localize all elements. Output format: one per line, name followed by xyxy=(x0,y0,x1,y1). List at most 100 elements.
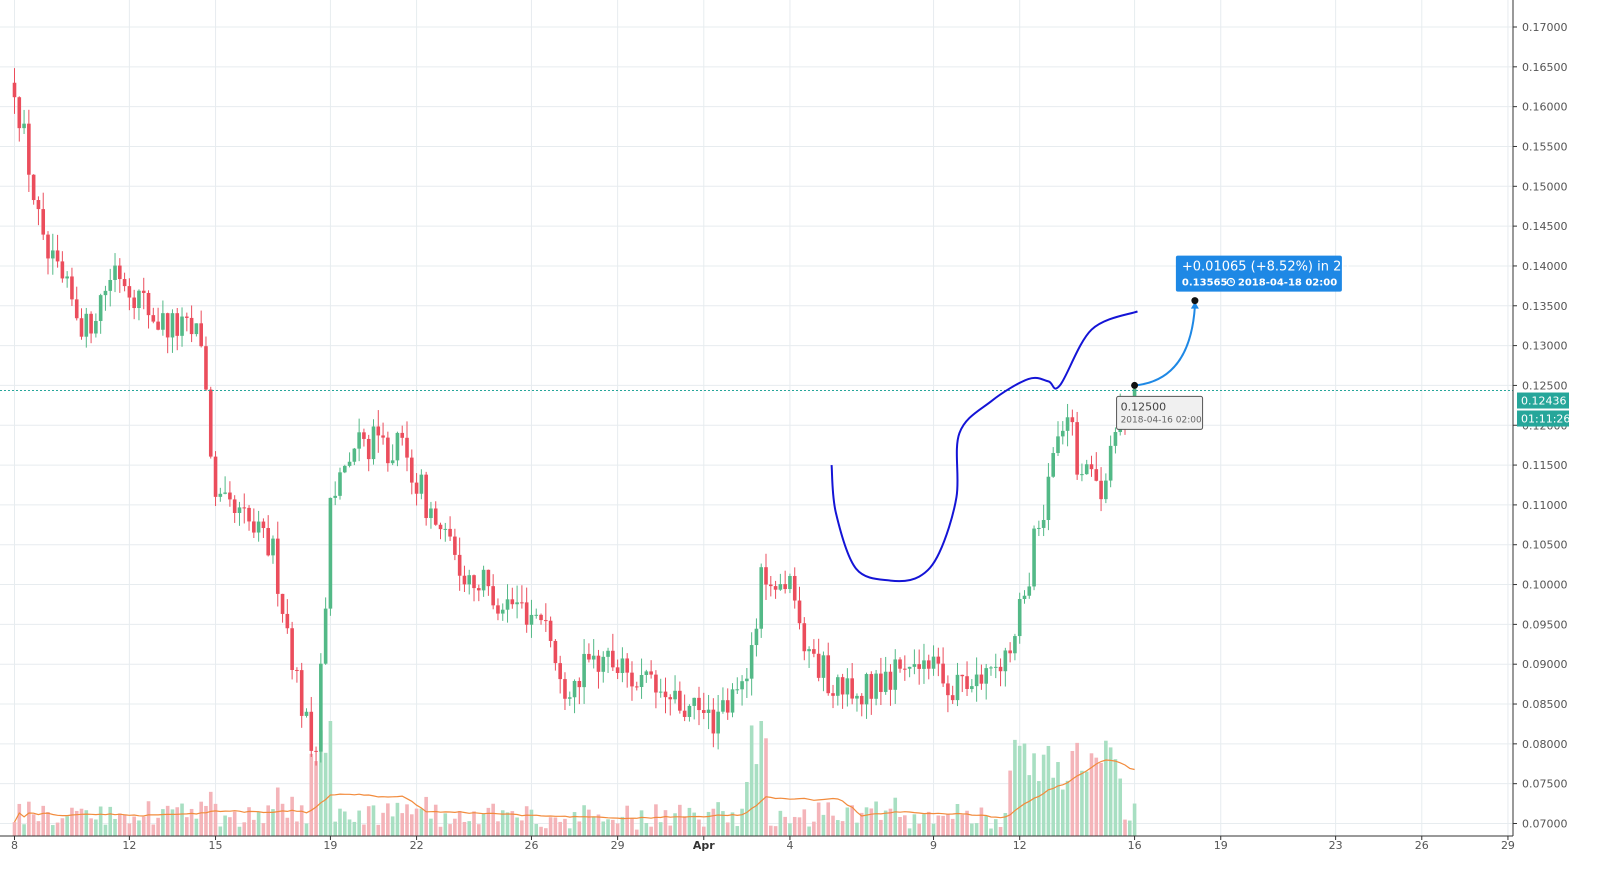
candle-body xyxy=(998,666,1003,672)
volume-bar xyxy=(611,819,615,836)
volume-bar xyxy=(572,812,577,836)
time-tick-label: 16 xyxy=(1128,839,1142,852)
volume-bar xyxy=(802,809,807,836)
volume-bar xyxy=(845,807,850,836)
candle-body xyxy=(510,599,515,605)
volume-bar xyxy=(290,796,294,836)
candle-body xyxy=(50,250,55,259)
anchor-dot[interactable] xyxy=(1131,381,1139,389)
candle-body xyxy=(280,593,285,614)
candle-body xyxy=(725,700,730,713)
projection-label-box xyxy=(1175,255,1342,292)
candle-body xyxy=(74,299,79,319)
candle-body xyxy=(299,670,304,716)
volume-bar xyxy=(993,819,998,836)
volume-bar xyxy=(783,816,787,836)
volume-bar xyxy=(1132,803,1137,836)
price-tick-label: 0.17000 xyxy=(1522,21,1568,34)
volume-bar xyxy=(151,824,156,836)
volume-bar xyxy=(706,811,711,836)
candle-body xyxy=(1013,636,1017,654)
volume-bar xyxy=(792,816,797,836)
candle-body xyxy=(1003,650,1008,672)
candle-body xyxy=(903,668,907,670)
volume-bar xyxy=(893,797,898,836)
volume-bar xyxy=(84,810,89,836)
volume-bar xyxy=(563,818,567,836)
candle-body xyxy=(357,432,361,449)
last-price-badge: 0.12436 xyxy=(1517,392,1569,409)
volume-bar xyxy=(859,812,864,836)
volume-bar xyxy=(520,820,524,836)
candle-body xyxy=(1041,519,1046,528)
time-axis[interactable]: 8 12 15 19 22 26 29 Apr 4 9 12 16 19 23 26 29 xyxy=(11,836,1515,852)
candle-body xyxy=(654,674,658,693)
candle-body xyxy=(634,686,639,688)
volume-bar xyxy=(510,811,515,836)
candle-body xyxy=(500,609,505,614)
candle-body xyxy=(31,174,36,201)
volume-bar xyxy=(1037,781,1041,836)
candle-body xyxy=(587,653,591,660)
volume-bar xyxy=(65,816,69,836)
candle-body xyxy=(94,320,98,334)
volume-bar xyxy=(1108,747,1113,836)
candle-body xyxy=(615,667,620,674)
candle-body xyxy=(1060,430,1065,437)
volume-bar xyxy=(232,811,237,836)
projection-arrow[interactable] xyxy=(1134,306,1196,387)
candle-body xyxy=(812,649,816,654)
candle-body xyxy=(381,435,385,438)
time-tick-label: 29 xyxy=(1501,839,1515,852)
candle-body xyxy=(1022,595,1027,600)
volume-bar xyxy=(1099,762,1103,836)
volume-bar xyxy=(663,810,668,836)
candle-body xyxy=(36,200,41,210)
candle-body xyxy=(433,508,438,525)
volume-bar xyxy=(1070,750,1075,836)
volume-bar xyxy=(625,805,629,836)
candle-body xyxy=(563,679,567,699)
volume-bar xyxy=(668,825,673,836)
volume-bar xyxy=(898,816,902,836)
volume-bar xyxy=(223,815,227,836)
candle-body xyxy=(199,323,203,347)
candle-body xyxy=(658,691,663,693)
volume-bar xyxy=(869,808,874,836)
candle-body xyxy=(663,691,668,698)
candle-body xyxy=(60,261,65,279)
candle-body xyxy=(893,659,898,690)
volume-bar xyxy=(634,829,639,836)
candle-body xyxy=(314,750,318,752)
time-tick-label: 29 xyxy=(611,839,625,852)
volume-bar xyxy=(754,764,759,836)
candle-body xyxy=(275,538,280,594)
candle-body xyxy=(419,474,424,494)
volume-bar xyxy=(189,808,194,836)
volume-bar xyxy=(448,824,452,836)
candle-body xyxy=(553,640,558,664)
candle-body xyxy=(486,569,491,587)
candle-body xyxy=(639,675,644,688)
volume-bar xyxy=(118,813,122,836)
volume-bar xyxy=(194,818,199,836)
candle-body xyxy=(692,697,697,706)
drawn-curve[interactable] xyxy=(830,310,1138,583)
volume-bar xyxy=(773,826,778,836)
volume-bar xyxy=(414,808,419,836)
volume-bar xyxy=(1113,759,1118,836)
volume-bar xyxy=(903,815,907,836)
volume-bar xyxy=(912,814,917,836)
volume-bar xyxy=(941,815,945,836)
candle-body xyxy=(228,492,232,500)
tooltip-date: 2018-04-16 02:00 xyxy=(1121,415,1202,425)
candle-body xyxy=(457,554,462,576)
volume-bar xyxy=(429,818,433,836)
price-axis[interactable]: 0.17000 0.16500 0.16000 0.15500 0.15000 0.145… xyxy=(1513,21,1568,831)
volume-bar xyxy=(103,824,108,836)
candle-body xyxy=(386,437,390,464)
volume-bar xyxy=(534,824,539,836)
target-dot[interactable] xyxy=(1191,297,1199,305)
volume-bar xyxy=(405,804,409,836)
